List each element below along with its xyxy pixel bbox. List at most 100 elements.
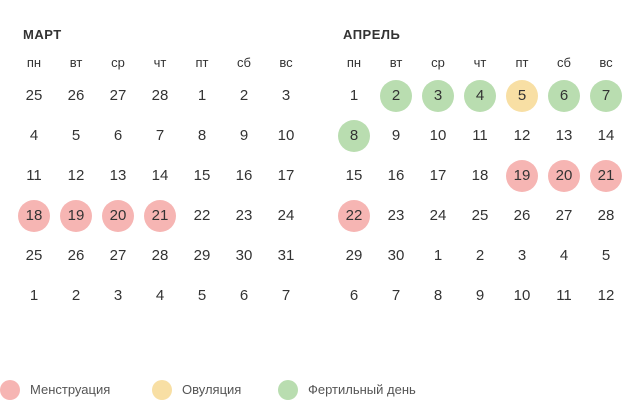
weekday-header: пн вт ср чт пт сб вс xyxy=(13,53,307,73)
day-cell[interactable]: 17 xyxy=(277,167,295,184)
day-cell[interactable]: 12 xyxy=(67,167,85,184)
day-cell[interactable]: 24 xyxy=(277,207,295,224)
weekday-label: сб xyxy=(557,55,571,70)
day-cell[interactable]: 5 xyxy=(601,247,611,264)
day-cell[interactable]: 2 xyxy=(239,87,249,104)
day-cell-fertile[interactable]: 2 xyxy=(380,80,412,112)
day-cell[interactable]: 3 xyxy=(113,287,123,304)
day-cell[interactable]: 4 xyxy=(155,287,165,304)
day-cell-fertile[interactable]: 8 xyxy=(338,120,370,152)
day-cell[interactable]: 11 xyxy=(472,127,488,144)
day-cell[interactable]: 1 xyxy=(29,287,39,304)
day-cell[interactable]: 18 xyxy=(471,167,489,184)
weekday-label: пт xyxy=(195,55,209,70)
day-cell[interactable]: 25 xyxy=(25,87,43,104)
day-cell[interactable]: 31 xyxy=(277,247,295,264)
day-cell[interactable]: 2 xyxy=(71,287,81,304)
day-cell[interactable]: 13 xyxy=(109,167,127,184)
day-cell[interactable]: 12 xyxy=(513,127,531,144)
legend: Менструация Овуляция Фертильный день xyxy=(0,378,640,402)
day-cell-menstruation[interactable]: 21 xyxy=(590,160,622,192)
day-cell[interactable]: 8 xyxy=(433,287,443,304)
legend-label: Овуляция xyxy=(182,382,242,397)
day-cell-menstruation[interactable]: 20 xyxy=(102,200,134,232)
month-title: АПРЕЛЬ xyxy=(343,27,401,42)
weekday-label: чт xyxy=(473,55,487,70)
legend-swatch-fertile xyxy=(278,380,298,400)
day-cell[interactable]: 9 xyxy=(239,127,249,144)
day-cell[interactable]: 6 xyxy=(349,287,359,304)
day-cell[interactable]: 6 xyxy=(239,287,249,304)
day-cell[interactable]: 11 xyxy=(26,167,42,184)
day-cell[interactable]: 27 xyxy=(555,207,573,224)
day-cell-menstruation[interactable]: 18 xyxy=(18,200,50,232)
day-cell-ovulation[interactable]: 5 xyxy=(506,80,538,112)
day-cell-menstruation[interactable]: 22 xyxy=(338,200,370,232)
day-cell[interactable]: 22 xyxy=(193,207,211,224)
day-cell[interactable]: 1 xyxy=(349,87,359,104)
day-cell[interactable]: 25 xyxy=(25,247,43,264)
day-cell[interactable]: 26 xyxy=(67,247,85,264)
weekday-label: пн xyxy=(26,55,42,70)
weekday-label: вс xyxy=(279,55,293,70)
day-cell[interactable]: 2 xyxy=(475,247,485,264)
day-cell[interactable]: 9 xyxy=(391,127,401,144)
day-cell[interactable]: 5 xyxy=(71,127,81,144)
day-cell[interactable]: 9 xyxy=(475,287,485,304)
day-cell[interactable]: 23 xyxy=(387,207,405,224)
day-cell[interactable]: 29 xyxy=(345,247,363,264)
day-cell[interactable]: 12 xyxy=(597,287,615,304)
day-cell-fertile[interactable]: 3 xyxy=(422,80,454,112)
day-cell-fertile[interactable]: 6 xyxy=(548,80,580,112)
day-cell[interactable]: 24 xyxy=(429,207,447,224)
day-cell[interactable]: 26 xyxy=(67,87,85,104)
day-cell[interactable]: 16 xyxy=(235,167,253,184)
day-cell[interactable]: 30 xyxy=(387,247,405,264)
day-cell[interactable]: 4 xyxy=(29,127,39,144)
day-cell[interactable]: 1 xyxy=(197,87,207,104)
day-cell[interactable]: 30 xyxy=(235,247,253,264)
day-cell[interactable]: 5 xyxy=(197,287,207,304)
day-cell[interactable]: 11 xyxy=(556,287,572,304)
day-cell[interactable]: 7 xyxy=(281,287,291,304)
day-cell[interactable]: 10 xyxy=(277,127,295,144)
day-cell[interactable]: 27 xyxy=(109,247,127,264)
day-cell-fertile[interactable]: 7 xyxy=(590,80,622,112)
weekday-label: вт xyxy=(389,55,403,70)
day-cell[interactable]: 8 xyxy=(197,127,207,144)
day-cell[interactable]: 1 xyxy=(433,247,443,264)
day-cell[interactable]: 28 xyxy=(597,207,615,224)
day-cell[interactable]: 16 xyxy=(387,167,405,184)
day-cell[interactable]: 4 xyxy=(559,247,569,264)
days-grid: 25 26 27 28 1 2 3 4 5 6 7 8 9 10 11 12 13 14 15 16 17 18 19 20 2… xyxy=(13,80,307,330)
day-cell[interactable]: 29 xyxy=(193,247,211,264)
day-cell[interactable]: 17 xyxy=(429,167,447,184)
day-cell[interactable]: 28 xyxy=(151,87,169,104)
legend-label: Фертильный день xyxy=(308,382,416,397)
day-cell[interactable]: 3 xyxy=(517,247,527,264)
day-cell-menstruation[interactable]: 19 xyxy=(60,200,92,232)
day-cell[interactable]: 3 xyxy=(281,87,291,104)
day-cell[interactable]: 7 xyxy=(155,127,165,144)
weekday-label: вт xyxy=(69,55,83,70)
day-cell[interactable]: 23 xyxy=(235,207,253,224)
legend-swatch-menstruation xyxy=(0,380,20,400)
day-cell[interactable]: 15 xyxy=(193,167,211,184)
day-cell[interactable]: 28 xyxy=(151,247,169,264)
day-cell[interactable]: 26 xyxy=(513,207,531,224)
day-cell[interactable]: 10 xyxy=(429,127,447,144)
day-cell[interactable]: 10 xyxy=(513,287,531,304)
day-cell[interactable]: 14 xyxy=(151,167,169,184)
day-cell-menstruation[interactable]: 19 xyxy=(506,160,538,192)
day-cell[interactable]: 15 xyxy=(345,167,363,184)
day-cell[interactable]: 7 xyxy=(391,287,401,304)
day-cell-fertile[interactable]: 4 xyxy=(464,80,496,112)
day-cell-menstruation[interactable]: 21 xyxy=(144,200,176,232)
day-cell[interactable]: 13 xyxy=(555,127,573,144)
day-cell[interactable]: 6 xyxy=(113,127,123,144)
weekday-label: ср xyxy=(111,55,125,70)
day-cell[interactable]: 14 xyxy=(597,127,615,144)
day-cell[interactable]: 27 xyxy=(109,87,127,104)
day-cell[interactable]: 25 xyxy=(471,207,489,224)
day-cell-menstruation[interactable]: 20 xyxy=(548,160,580,192)
